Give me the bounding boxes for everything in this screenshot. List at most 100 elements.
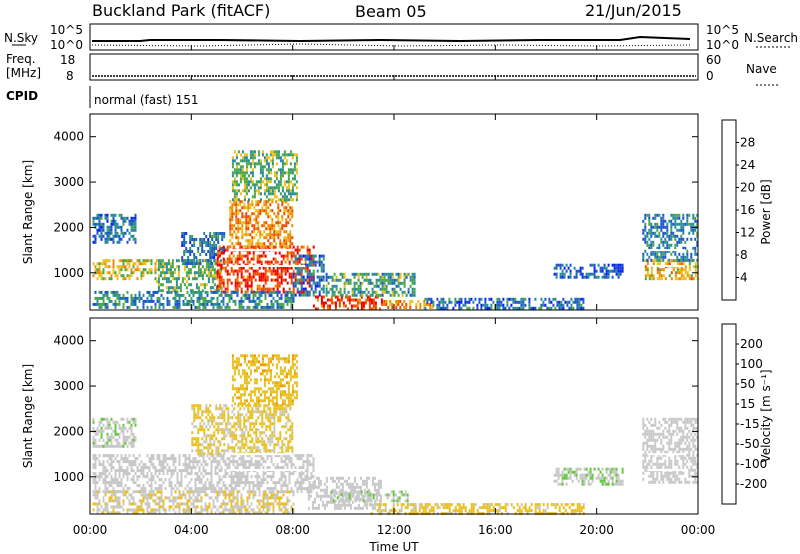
scatter-cell (94, 240, 97, 244)
scatter-cell (170, 487, 173, 491)
scatter-cell (209, 286, 212, 290)
scatter-cell (220, 287, 223, 291)
scatter-cell (508, 306, 511, 310)
scatter-cell (257, 153, 260, 157)
scatter-cell (148, 259, 151, 263)
scatter-cell (359, 281, 362, 285)
scatter-cell (413, 272, 416, 276)
scatter-cell (256, 475, 259, 479)
scatter-cell (333, 488, 336, 492)
scatter-cell (165, 268, 168, 272)
scatter-cell (130, 216, 133, 220)
scatter-cell (169, 262, 172, 266)
scatter-cell (114, 420, 117, 424)
scatter-cell (264, 272, 267, 276)
scatter-cell (132, 460, 135, 464)
scatter-cell (265, 227, 268, 231)
scatter-cell (265, 177, 268, 181)
scatter-cell (279, 159, 282, 163)
scatter-cell (102, 296, 105, 300)
scatter-cell (205, 437, 208, 441)
scatter-cell (540, 297, 543, 301)
scatter-cell (116, 441, 119, 445)
scatter-cell (247, 402, 250, 406)
scatter-cell (391, 303, 394, 306)
scatter-cell (124, 268, 127, 272)
scatter-cell (265, 369, 268, 373)
scatter-cell (247, 215, 250, 219)
scatter-cell (296, 481, 299, 485)
scatter-cell (413, 278, 416, 282)
scatter-cell (214, 457, 217, 461)
scatter-cell (183, 259, 186, 262)
scatter-cell (522, 300, 525, 304)
scatter-cell (233, 171, 236, 175)
scatter-cell (98, 271, 101, 275)
scatter-cell (267, 449, 270, 453)
scatter-cell (200, 472, 203, 476)
scatter-cell (195, 286, 198, 290)
scatter-cell (569, 272, 572, 276)
scatter-cell (213, 434, 216, 438)
scatter-cell (98, 423, 101, 427)
scatter-cell (569, 263, 572, 267)
scatter-cell (281, 189, 284, 193)
scatter-cell (265, 416, 268, 420)
scatter-cell (325, 290, 328, 294)
scatter-cell (253, 402, 256, 406)
scatter-cell (168, 469, 171, 473)
scatter-cell (270, 287, 273, 291)
scatter-cell (164, 478, 167, 482)
scatter-cell (289, 375, 292, 379)
scatter-cell (240, 463, 243, 467)
scatter-cell (204, 469, 207, 473)
scatter-cell (193, 404, 196, 408)
scatter-cell (224, 305, 227, 309)
scatter-cell (226, 487, 229, 491)
scatter-cell (283, 195, 286, 199)
scatter-cell (357, 494, 360, 498)
scatter-cell (235, 171, 238, 175)
scatter-cell (100, 274, 103, 278)
scatter-cell (118, 259, 121, 263)
scatter-cell (569, 275, 572, 279)
scatter-cell (146, 299, 149, 303)
scatter-cell (419, 303, 422, 306)
scatter-cell (210, 484, 213, 488)
scatter-cell (349, 281, 352, 285)
scatter-cell (247, 381, 250, 385)
scatter-cell (241, 393, 244, 397)
scatter-cell (680, 237, 683, 241)
scatter-cell (688, 258, 691, 262)
scatter-cell (243, 378, 246, 382)
scatter-cell (318, 281, 321, 285)
scatter-cell (166, 299, 169, 303)
scatter-cell (232, 269, 235, 273)
scatter-cell (295, 366, 298, 370)
scatter-cell (214, 472, 217, 476)
scatter-cell (293, 375, 296, 379)
scatter-cell (283, 224, 286, 228)
scatter-cell (280, 457, 283, 461)
scatter-cell (281, 227, 284, 231)
scatter-cell (283, 209, 286, 213)
scatter-cell (128, 259, 131, 263)
scatter-cell (197, 265, 200, 269)
scatter-cell (236, 278, 239, 282)
scatter-cell (253, 183, 256, 187)
scatter-cell (114, 423, 117, 427)
scatter-cell (562, 297, 565, 301)
scatter-cell (207, 268, 210, 272)
scatter-cell (205, 265, 208, 269)
scatter-cell (403, 272, 406, 276)
scatter-cell (409, 300, 412, 303)
scatter-cell (385, 303, 388, 306)
scatter-cell (269, 440, 272, 444)
scatter-cell (258, 463, 261, 467)
scatter-cell (375, 488, 378, 492)
scatter-cell (201, 437, 204, 441)
scatter-cell (371, 272, 374, 276)
scatter-cell (256, 302, 259, 306)
scatter-cell (255, 357, 258, 361)
scatter-cell (154, 262, 157, 266)
